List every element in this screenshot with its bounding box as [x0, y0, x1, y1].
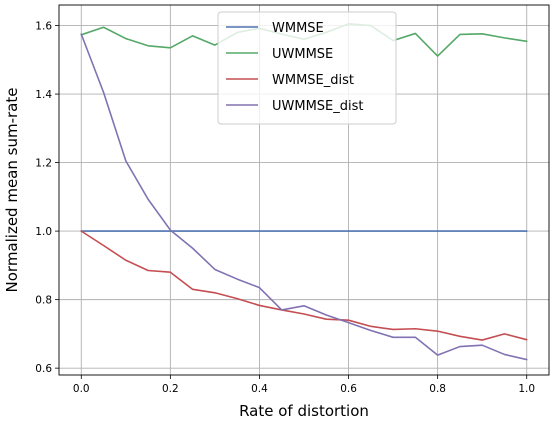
y-axis-label: Normalized mean sum-rate	[3, 88, 21, 293]
y-tick-label: 1.0	[35, 226, 52, 238]
series-line-uwmmse-dist	[80, 33, 528, 361]
legend-box	[217, 11, 397, 125]
x-tick-label: 0.6	[340, 383, 357, 395]
x-tick-label: 0.8	[429, 383, 446, 395]
legend-label: UWMMSE_dist	[272, 99, 364, 114]
x-axis-label: Rate of distortion	[239, 402, 369, 420]
y-tick-label: 1.4	[35, 89, 52, 101]
x-tick-label: 0.2	[162, 383, 179, 395]
y-tick-label: 1.2	[35, 158, 52, 170]
y-tick-label: 1.6	[35, 21, 52, 33]
legend: WMMSE UWMMSE WMMSE_dist UWMMSE_dist	[217, 11, 397, 125]
y-tick-label: 0.8	[35, 295, 52, 307]
legend-label: UWMMSE	[272, 47, 333, 62]
y-tick-label: 0.6	[35, 363, 52, 375]
series-line-wmmse-dist	[80, 230, 528, 341]
y-axis: 0.6 0.8 1.0 1.2 1.4 1.6	[35, 21, 59, 375]
legend-label: WMMSE_dist	[272, 73, 354, 88]
x-tick-label: 1.0	[518, 383, 535, 395]
x-axis: 0.0 0.2 0.4 0.6 0.8 1.0	[73, 375, 535, 395]
x-tick-label: 0.0	[73, 383, 90, 395]
axes-frame	[58, 4, 550, 376]
x-tick-label: 0.4	[251, 383, 268, 395]
legend-label: WMMSE	[272, 21, 324, 36]
